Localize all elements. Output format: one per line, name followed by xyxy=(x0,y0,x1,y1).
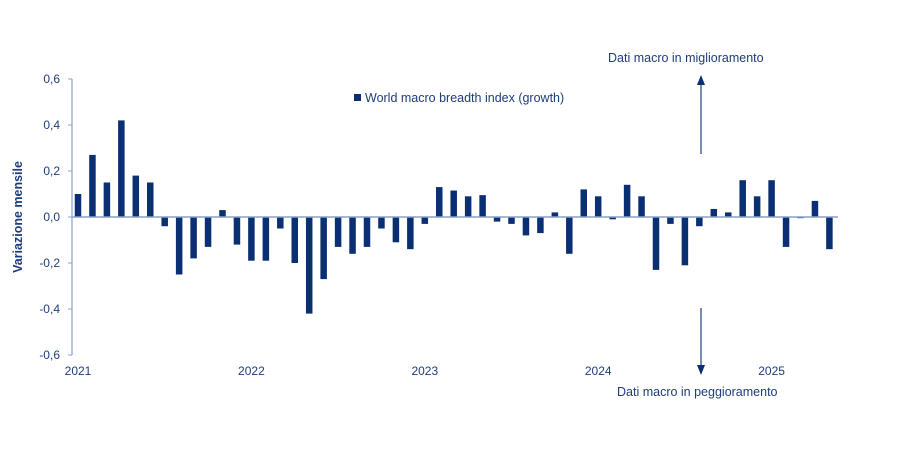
y-axis-label: Variazione mensile xyxy=(11,161,25,273)
bar xyxy=(349,217,356,254)
bar xyxy=(464,196,472,217)
annotation-up-text: Dati macro in miglioramento xyxy=(608,51,764,65)
bar xyxy=(768,180,775,217)
legend-swatch xyxy=(354,94,361,101)
bar xyxy=(652,217,660,270)
annotation-up: Dati macro in miglioramento xyxy=(608,51,764,154)
bar xyxy=(305,217,313,314)
y-tick-label: 0,6 xyxy=(43,72,60,86)
bar xyxy=(681,217,689,266)
bar xyxy=(811,200,819,217)
x-tick-label: 2021 xyxy=(65,364,92,378)
bar xyxy=(248,217,255,261)
bar xyxy=(363,217,371,247)
bar xyxy=(190,217,197,259)
bars xyxy=(74,120,833,314)
bar xyxy=(450,190,457,217)
bar xyxy=(696,217,703,227)
bar xyxy=(392,217,400,243)
bar xyxy=(103,182,111,217)
y-tick-label: -0,2 xyxy=(39,256,60,270)
bar xyxy=(826,217,833,250)
y-tick-label: 0,0 xyxy=(43,210,60,224)
bar xyxy=(291,217,298,263)
bar xyxy=(739,180,746,217)
bar xyxy=(580,189,587,217)
bar xyxy=(710,208,718,217)
bar xyxy=(566,217,573,254)
bar xyxy=(537,217,544,234)
bar xyxy=(782,217,790,247)
annotation-down: Dati macro in peggioramento xyxy=(617,308,778,399)
bar xyxy=(132,175,140,217)
bar xyxy=(667,217,674,224)
bar xyxy=(551,212,559,217)
bar xyxy=(508,217,515,224)
bar xyxy=(421,217,429,224)
bar xyxy=(147,182,154,217)
bar xyxy=(118,120,125,217)
bar xyxy=(638,196,645,217)
bar xyxy=(219,210,226,217)
y-tick-label: 0,4 xyxy=(43,118,60,132)
bar xyxy=(161,217,168,227)
bar xyxy=(623,184,631,217)
bar xyxy=(74,194,82,217)
down-arrow-icon xyxy=(697,365,705,375)
bar xyxy=(204,217,212,247)
y-tick-label: -0,6 xyxy=(39,348,60,362)
bar xyxy=(407,217,414,250)
y-tick-label: 0,2 xyxy=(43,164,60,178)
bar xyxy=(334,217,342,247)
annotation-down-text: Dati macro in peggioramento xyxy=(617,385,778,399)
bar xyxy=(493,217,501,222)
bar xyxy=(233,217,241,245)
x-tick-label: 2023 xyxy=(411,364,438,378)
bar xyxy=(522,217,530,236)
x-tick-label: 2022 xyxy=(238,364,265,378)
up-arrow-icon xyxy=(697,75,705,85)
bar xyxy=(277,217,284,229)
x-axis-tick-labels: 2021 2022 2023 2024 2025 xyxy=(65,364,786,378)
bar xyxy=(479,195,486,217)
bar xyxy=(320,217,327,280)
legend-label: World macro breadth index (growth) xyxy=(365,91,564,105)
bar xyxy=(436,187,443,217)
bar xyxy=(594,196,602,217)
bar xyxy=(262,217,270,261)
legend: World macro breadth index (growth) xyxy=(354,91,564,105)
bar xyxy=(725,212,732,217)
bar xyxy=(175,217,183,275)
bar xyxy=(609,217,616,220)
bar xyxy=(378,217,385,229)
x-tick-label: 2025 xyxy=(758,364,785,378)
x-tick-label: 2024 xyxy=(585,364,612,378)
bar xyxy=(753,196,761,217)
bar xyxy=(89,154,96,217)
y-tick-label: -0,4 xyxy=(39,302,60,316)
y-axis-ticks: 0,6 0,4 0,2 0,0 -0,2 -0,4 -0,6 xyxy=(39,72,72,362)
